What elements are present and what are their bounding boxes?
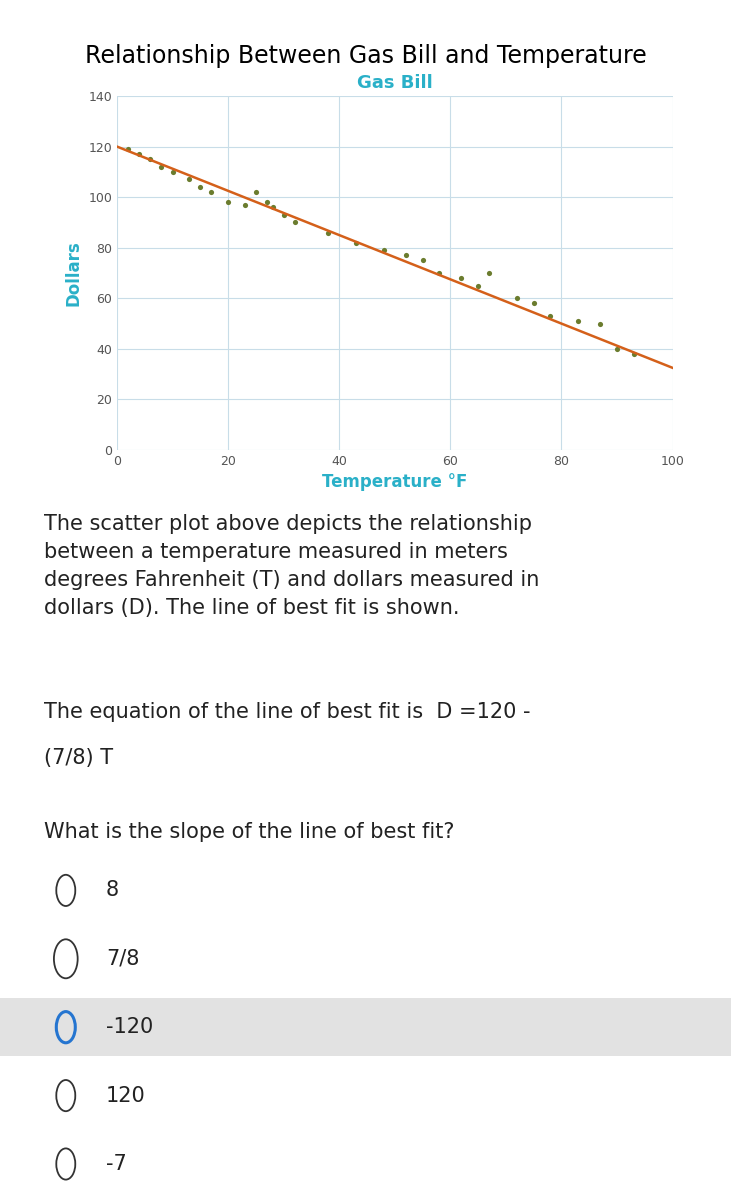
Point [322, 223, 334, 242]
Y-axis label: Dollars: Dollars [64, 240, 83, 306]
Point [222, 192, 234, 211]
Text: Relationship Between Gas Bill and Temperature: Relationship Between Gas Bill and Temper… [85, 44, 646, 68]
Point [628, 344, 640, 364]
Point [400, 246, 412, 265]
Point [433, 263, 445, 282]
Point [250, 182, 262, 202]
Text: The scatter plot above depicts the relationship
between a temperature measured i: The scatter plot above depicts the relat… [44, 514, 539, 618]
Point [122, 139, 134, 158]
Text: 7/8: 7/8 [106, 949, 140, 968]
Point [483, 263, 495, 282]
Point [156, 157, 167, 176]
Point [133, 144, 145, 163]
Point [572, 312, 584, 331]
Point [167, 162, 178, 181]
Text: What is the slope of the line of best fit?: What is the slope of the line of best fi… [44, 822, 455, 842]
Point [417, 251, 428, 270]
Point [261, 192, 273, 211]
Text: 120: 120 [106, 1086, 145, 1105]
Point [183, 170, 195, 190]
Point [267, 198, 279, 217]
Point [594, 314, 606, 334]
Point [145, 150, 156, 169]
Point [194, 178, 206, 197]
Title: Gas Bill: Gas Bill [357, 73, 433, 91]
Point [528, 294, 539, 313]
Point [278, 205, 289, 224]
Point [378, 241, 390, 260]
Text: 8: 8 [106, 881, 119, 900]
Point [472, 276, 484, 295]
Text: The equation of the line of best fit is  D =120 -: The equation of the line of best fit is … [44, 702, 531, 722]
Point [289, 212, 300, 232]
Point [511, 289, 523, 308]
Point [239, 196, 251, 215]
Text: -7: -7 [106, 1154, 126, 1174]
X-axis label: Temperature °F: Temperature °F [322, 474, 467, 492]
Text: -120: -120 [106, 1018, 154, 1037]
Point [205, 182, 217, 202]
Point [611, 340, 623, 359]
Point [455, 269, 467, 288]
Point [545, 306, 556, 325]
Point [350, 233, 362, 252]
Text: (7/8) T: (7/8) T [44, 748, 113, 768]
